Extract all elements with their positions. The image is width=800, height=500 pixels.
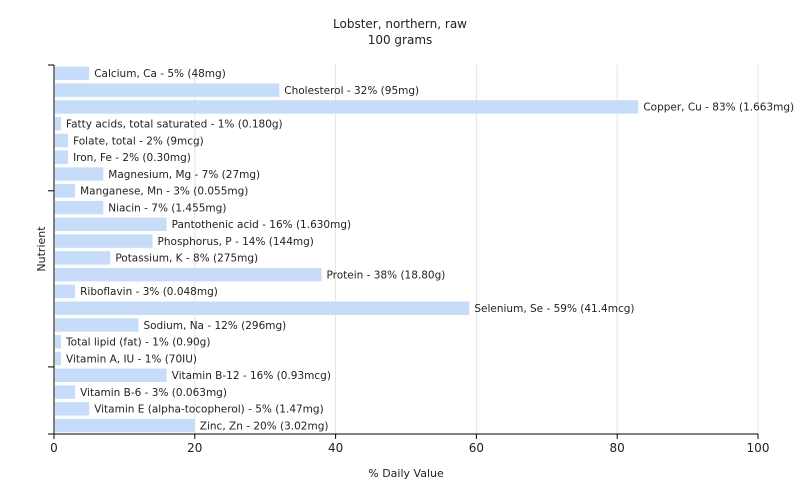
x-tick-label: 60 bbox=[469, 441, 484, 455]
bar-label: Potassium, K - 8% (275mg) bbox=[115, 253, 258, 265]
bar bbox=[55, 150, 69, 164]
bar-label: Vitamin B-6 - 3% (0.063mg) bbox=[80, 387, 227, 399]
bar bbox=[55, 368, 167, 383]
bar bbox=[55, 418, 195, 433]
bar bbox=[55, 133, 69, 148]
x-axis-label: % Daily Value bbox=[368, 467, 444, 480]
bar bbox=[55, 234, 153, 248]
bar bbox=[55, 267, 322, 282]
bar-label: Sodium, Na - 12% (296mg) bbox=[143, 320, 286, 332]
bar-label: Riboflavin - 3% (0.048mg) bbox=[80, 286, 218, 298]
bar bbox=[55, 83, 280, 97]
bar-label: Folate, total - 2% (9mcg) bbox=[73, 135, 204, 147]
x-tick-label: 100 bbox=[747, 441, 770, 455]
bar-label: Copper, Cu - 83% (1.663mg) bbox=[643, 102, 794, 114]
axes: 0 20 40 60 80 100 bbox=[48, 64, 770, 455]
bar-label: Selenium, Se - 59% (41.4mcg) bbox=[474, 303, 634, 315]
bar-label: Vitamin A, IU - 1% (70IU) bbox=[66, 353, 197, 365]
y-axis-label: Nutrient bbox=[35, 226, 48, 272]
bar-label: Niacin - 7% (1.455mg) bbox=[108, 202, 226, 214]
bar bbox=[55, 284, 76, 299]
bar bbox=[55, 66, 90, 81]
bar-label: Manganese, Mn - 3% (0.055mg) bbox=[80, 186, 248, 198]
bar bbox=[55, 402, 90, 416]
bars: Calcium, Ca - 5% (48mg) Cholesterol - 32%… bbox=[55, 66, 794, 433]
bar-label: Vitamin E (alpha-tocopherol) - 5% (1.47m… bbox=[94, 404, 324, 416]
bar bbox=[55, 100, 639, 114]
bar-label: Zinc, Zn - 20% (3.02mg) bbox=[200, 420, 329, 432]
bar bbox=[55, 318, 139, 332]
bar-label: Fatty acids, total saturated - 1% (0.180… bbox=[66, 119, 283, 131]
bar-label: Vitamin B-12 - 16% (0.93mcg) bbox=[172, 370, 331, 382]
bar-label: Pantothenic acid - 16% (1.630mg) bbox=[172, 219, 351, 231]
bar-label: Iron, Fe - 2% (0.30mg) bbox=[73, 152, 191, 164]
x-tick-label: 40 bbox=[328, 441, 343, 455]
bar bbox=[55, 301, 470, 315]
chart-subtitle: 100 grams bbox=[368, 33, 433, 47]
bar-label: Total lipid (fat) - 1% (0.90g) bbox=[65, 337, 210, 349]
bar bbox=[55, 251, 111, 265]
bar bbox=[55, 167, 104, 181]
x-tick-label: 20 bbox=[187, 441, 202, 455]
bar bbox=[55, 351, 62, 366]
bar-label: Cholesterol - 32% (95mg) bbox=[284, 85, 419, 97]
bar-label: Magnesium, Mg - 7% (27mg) bbox=[108, 169, 260, 181]
bar bbox=[55, 217, 167, 232]
x-tick-label: 0 bbox=[50, 441, 58, 455]
grid-lines bbox=[194, 65, 759, 434]
chart-title: Lobster, northern, raw bbox=[333, 17, 467, 31]
bar-label: Protein - 38% (18.80g) bbox=[327, 269, 446, 281]
bar-label: Phosphorus, P - 14% (144mg) bbox=[158, 236, 314, 248]
bar bbox=[55, 335, 62, 349]
bar bbox=[55, 200, 104, 215]
bar-label: Calcium, Ca - 5% (48mg) bbox=[94, 68, 226, 80]
bar bbox=[55, 385, 76, 399]
bar bbox=[55, 116, 62, 131]
x-tick-label: 80 bbox=[610, 441, 625, 455]
bar bbox=[55, 184, 76, 198]
